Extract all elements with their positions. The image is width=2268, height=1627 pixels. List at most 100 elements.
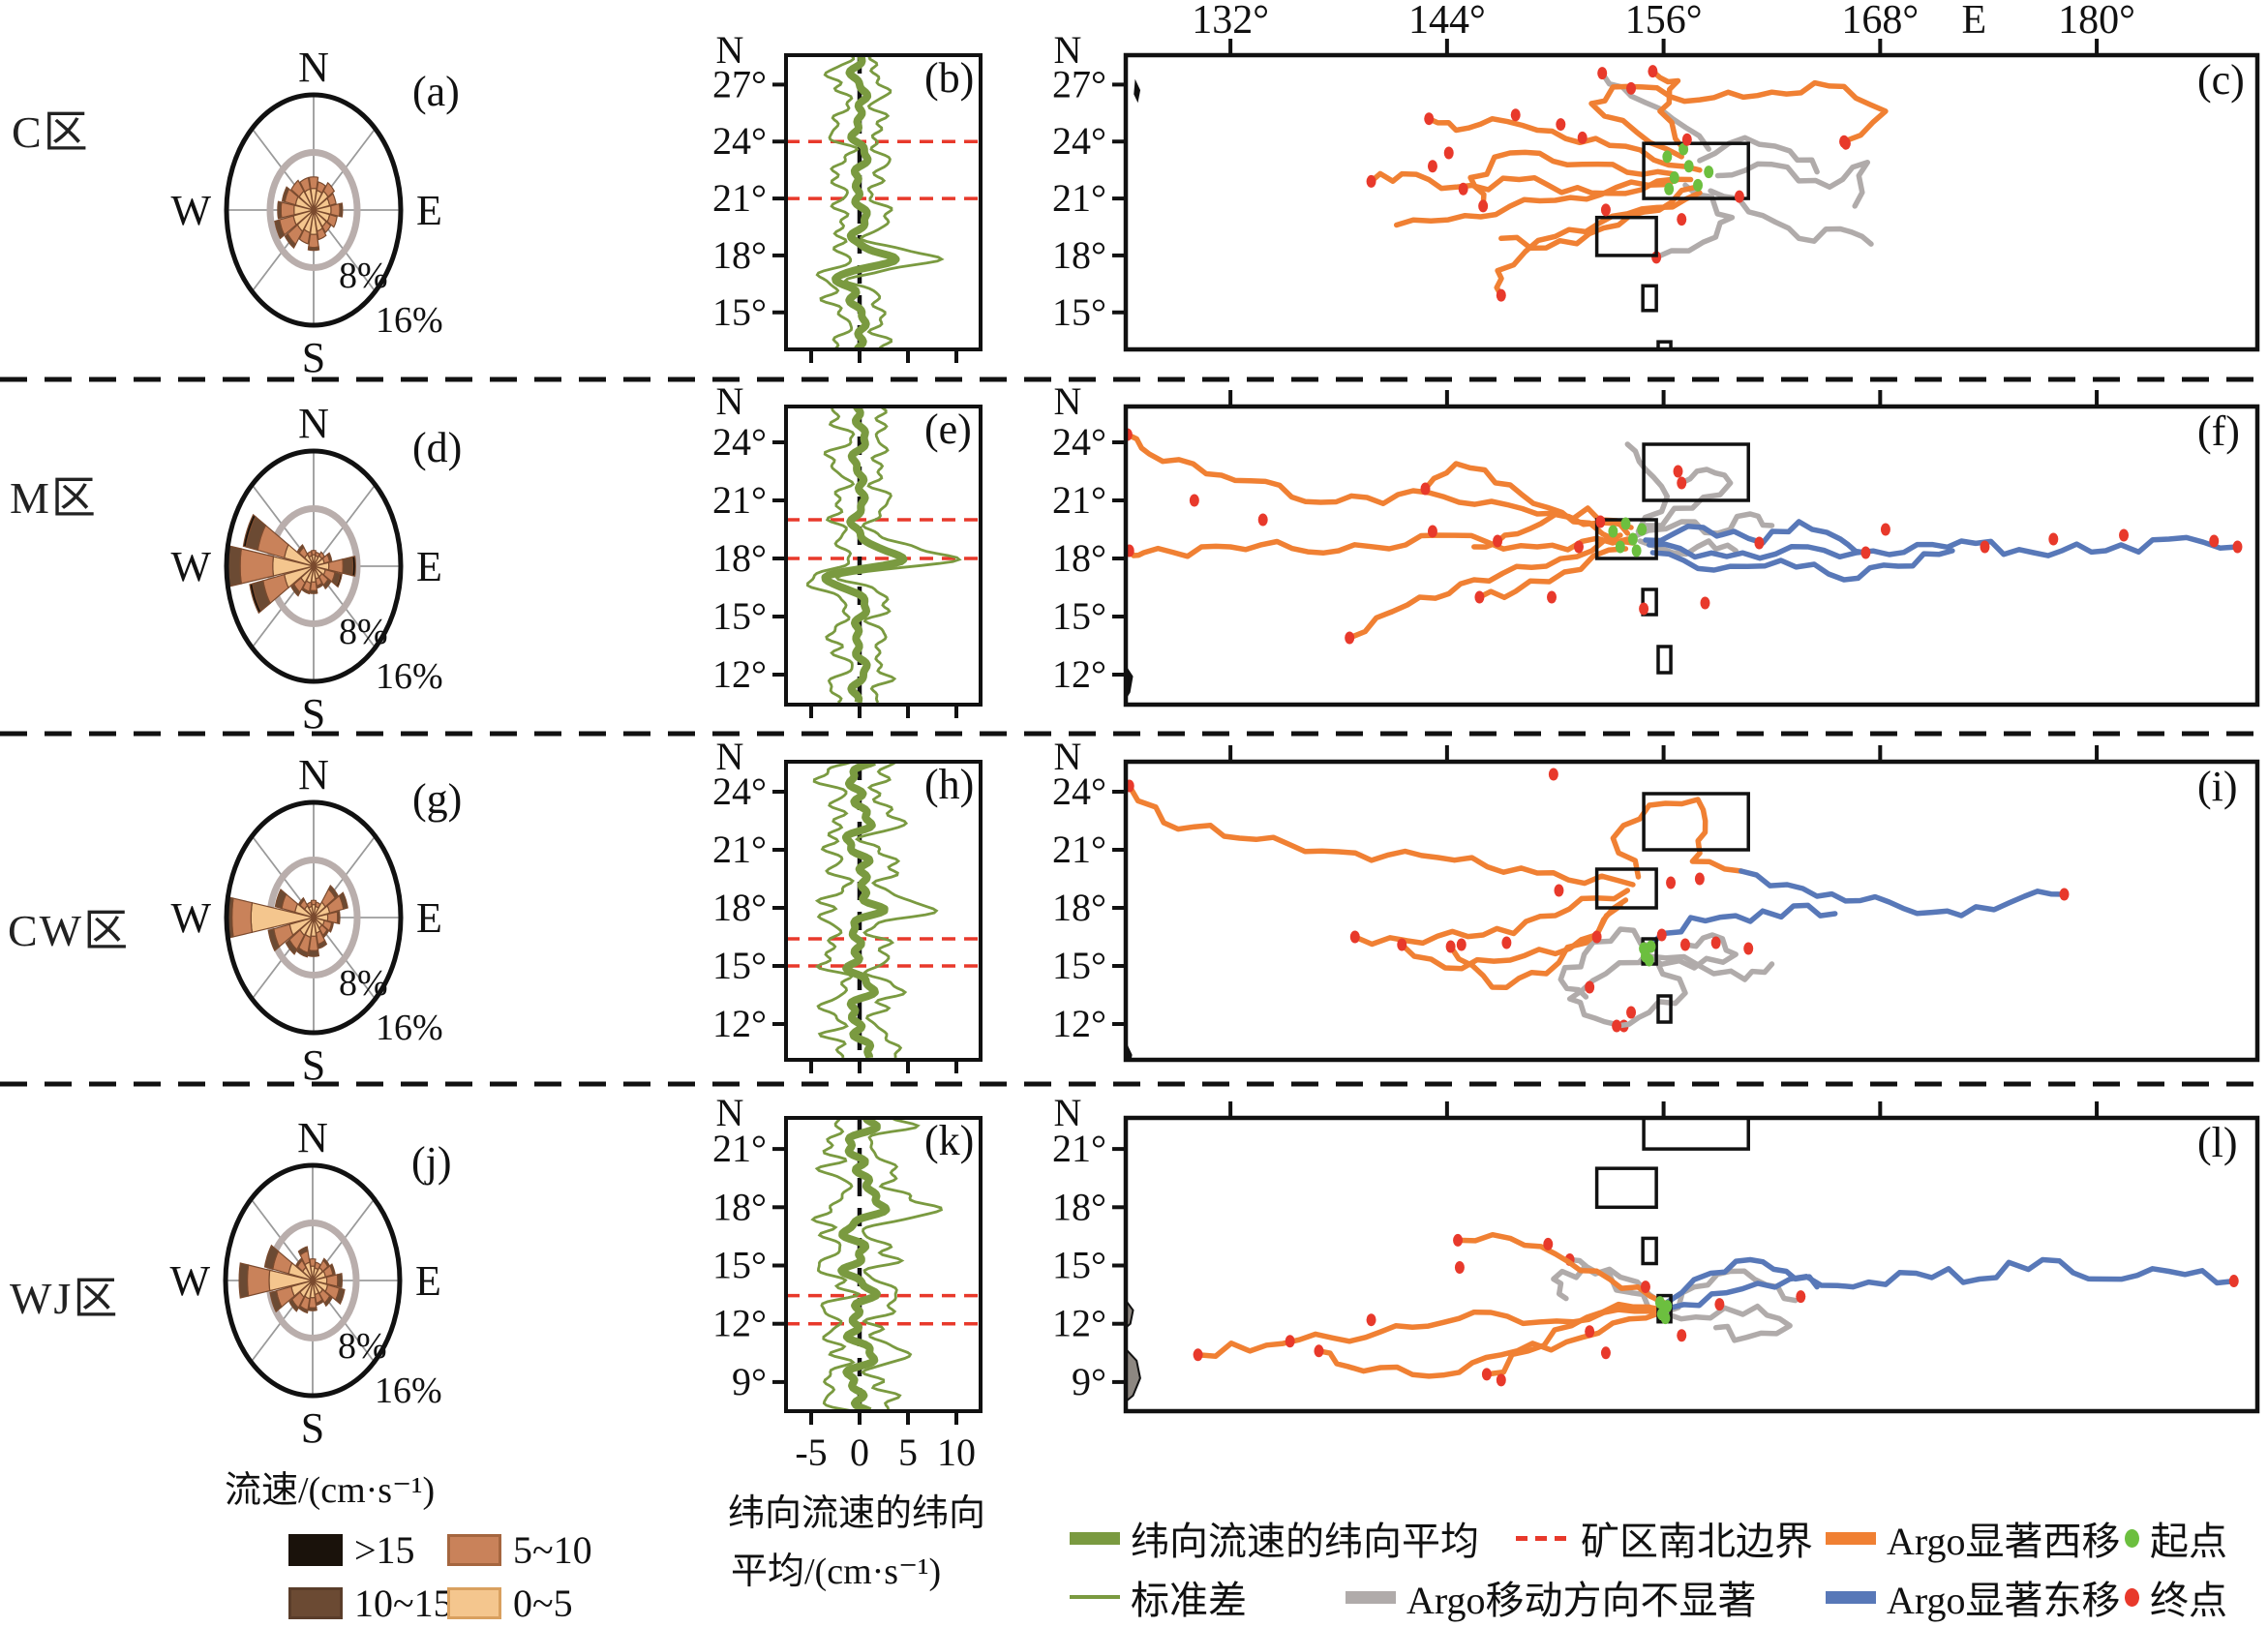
- rose-text: S: [302, 690, 325, 738]
- map-lat-tick-label: 18°: [1052, 886, 1106, 929]
- velocity-class-swatch: [447, 1587, 501, 1619]
- velocity-class-label: 10~15: [354, 1582, 453, 1625]
- rose-petal: [290, 179, 305, 198]
- map-lat-tick-label: 18°: [1052, 536, 1106, 580]
- rose-petal: [307, 949, 320, 957]
- mean-line-swatch: [1070, 1531, 1120, 1545]
- panel-letter: (c): [2197, 56, 2245, 104]
- end-point-dot: [1840, 136, 1851, 150]
- profile-xaxis-label-line2: 平均/(cm·s⁻¹): [731, 1552, 942, 1592]
- end-point-dot: [1880, 523, 1890, 536]
- rose-petal: [296, 544, 305, 555]
- std-minus-curve: [812, 762, 855, 1059]
- end-point-dot: [1548, 768, 1558, 781]
- std-line-swatch: [1070, 1595, 1120, 1599]
- rose-text: N: [298, 400, 329, 447]
- end-point-dot: [1626, 81, 1637, 95]
- start-point-dot: [1678, 142, 1689, 156]
- end-point-dot: [2048, 532, 2059, 546]
- end-point-dot: [2209, 534, 2220, 548]
- legend-item-argo-nonsig-line: Argo移动方向不显著: [1346, 1575, 1756, 1622]
- velocity-class-item: 0~5: [447, 1581, 573, 1626]
- start-point-dot: [1620, 517, 1631, 530]
- rose-panel-(j): N E S W 8%16% (j): [169, 1114, 451, 1452]
- std-plus-curve: [861, 1118, 944, 1411]
- rose-petal: [274, 219, 286, 240]
- rose-petal: [335, 573, 343, 588]
- profile-lat-tick-label: 18°: [712, 536, 767, 580]
- velocity-legend-title: 流速/(cm·s⁻¹): [225, 1470, 436, 1511]
- end-point-dot: [1585, 1325, 1595, 1339]
- mean-curve: [841, 762, 889, 1060]
- mean-curve: [832, 55, 900, 349]
- profile-x-tick-label: 5: [898, 1431, 918, 1474]
- argo-trajectory-west: [1315, 1309, 1665, 1379]
- velocity-class-swatch: [288, 1587, 343, 1619]
- argo-trajectory-east: [1646, 534, 2241, 561]
- rose-petal: [242, 513, 257, 548]
- map-axis-n-label: N: [1054, 28, 1082, 72]
- profile-lat-tick-label: 21°: [712, 478, 767, 522]
- profile-lat-tick-label: 12°: [712, 652, 767, 696]
- end-point-dot: [1673, 465, 1683, 478]
- argo-trajectory-nonsig: [1614, 957, 1688, 1029]
- rose-panel-(g): N E S W 8%16% (g): [170, 751, 462, 1089]
- std-plus-curve: [842, 55, 945, 349]
- map-lat-tick-label: 24°: [1052, 769, 1106, 813]
- rose-petal: [316, 582, 324, 589]
- rose-petal: [238, 1262, 250, 1299]
- profile-panel-(k): 21° 18° 15° 12° 9° N -5 0 5 10 (k): [712, 1091, 983, 1474]
- argo-trajectory-west: [1498, 184, 1699, 252]
- map-panel-(f): 24° 21° 18° 15° 12° N (f): [1052, 379, 2260, 708]
- end-point-dot: [2228, 1275, 2239, 1288]
- argo-trajectory-nonsig: [1566, 946, 1654, 1029]
- panel-letter: (e): [924, 406, 972, 453]
- rose-petal: [299, 176, 312, 194]
- profile-lat-tick-label: 15°: [712, 1244, 767, 1287]
- mean-curve: [837, 1118, 891, 1411]
- std-minus-curve: [805, 407, 856, 704]
- argo-trajectory-west: [1588, 79, 1889, 160]
- panel-letter: (l): [2197, 1119, 2238, 1166]
- profile-lat-tick-label: 24°: [712, 769, 767, 813]
- rose-petal: [295, 1257, 303, 1268]
- argo-west-line-swatch: [1826, 1531, 1876, 1545]
- argo-trajectory-west: [1649, 68, 1688, 154]
- argo-trajectory-west: [1126, 432, 1634, 530]
- rose-text: W: [170, 543, 211, 590]
- rose-petal: [308, 1307, 318, 1311]
- end-point-dot: [1454, 1261, 1465, 1275]
- rose-petal: [326, 552, 333, 563]
- end-point-dot: [1349, 930, 1360, 944]
- rose-text: 16%: [376, 1008, 443, 1048]
- end-point-dot: [1458, 182, 1468, 196]
- rose-petal: [329, 1263, 336, 1276]
- end-point-dot: [1345, 631, 1355, 645]
- legend-item-label: 矿区南北边界: [1581, 1520, 1813, 1563]
- mean-curve: [821, 407, 908, 705]
- end-point-dot: [1453, 1233, 1464, 1247]
- land-shape: [1126, 1347, 1141, 1403]
- rose-petal: [249, 583, 262, 615]
- rose-petal: [301, 587, 311, 595]
- profile-lat-tick-label: 21°: [712, 176, 767, 220]
- land-shape: [1134, 78, 1141, 104]
- panel-letter: (b): [924, 54, 974, 102]
- map-lat-tick-label: 15°: [1052, 594, 1106, 638]
- profile-lat-tick-label: 24°: [712, 420, 767, 464]
- rose-text: N: [298, 751, 329, 798]
- end-point-dot: [1573, 540, 1584, 554]
- rose-text: 16%: [376, 656, 443, 697]
- argo-trajectory-nonsig: [1641, 467, 1734, 528]
- legend-item-label: Argo显著西移: [1887, 1520, 2121, 1563]
- legend-item-argo-east-line: Argo显著东移: [1826, 1575, 2120, 1622]
- profile-lat-tick-label: 21°: [712, 828, 767, 871]
- profile-lat-tick-label: 15°: [712, 594, 767, 638]
- rose-petal: [315, 551, 320, 558]
- rose-petal: [338, 202, 344, 218]
- end-point-dot: [1754, 536, 1765, 550]
- rose-text: (a): [412, 68, 460, 115]
- rose-petal: [315, 901, 321, 909]
- end-point-dot: [1285, 1335, 1295, 1348]
- map-lat-tick-label: 18°: [1052, 233, 1106, 277]
